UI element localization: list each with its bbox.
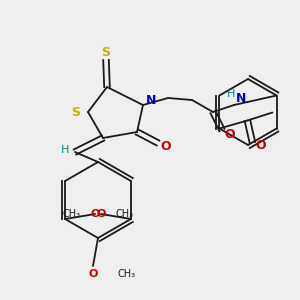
- Text: H: H: [227, 89, 235, 99]
- Text: O: O: [96, 209, 106, 219]
- Text: CH₃: CH₃: [63, 209, 81, 219]
- Text: CH₃: CH₃: [115, 209, 133, 219]
- Text: O: O: [255, 139, 266, 152]
- Text: O: O: [90, 209, 100, 219]
- Text: CH₃: CH₃: [118, 269, 136, 279]
- Text: O: O: [88, 269, 98, 279]
- Text: S: S: [71, 106, 80, 118]
- Text: N: N: [146, 94, 156, 107]
- Text: O: O: [161, 140, 171, 154]
- Text: O: O: [225, 128, 235, 142]
- Text: S: S: [101, 46, 110, 59]
- Text: N: N: [236, 92, 246, 104]
- Text: H: H: [61, 145, 69, 155]
